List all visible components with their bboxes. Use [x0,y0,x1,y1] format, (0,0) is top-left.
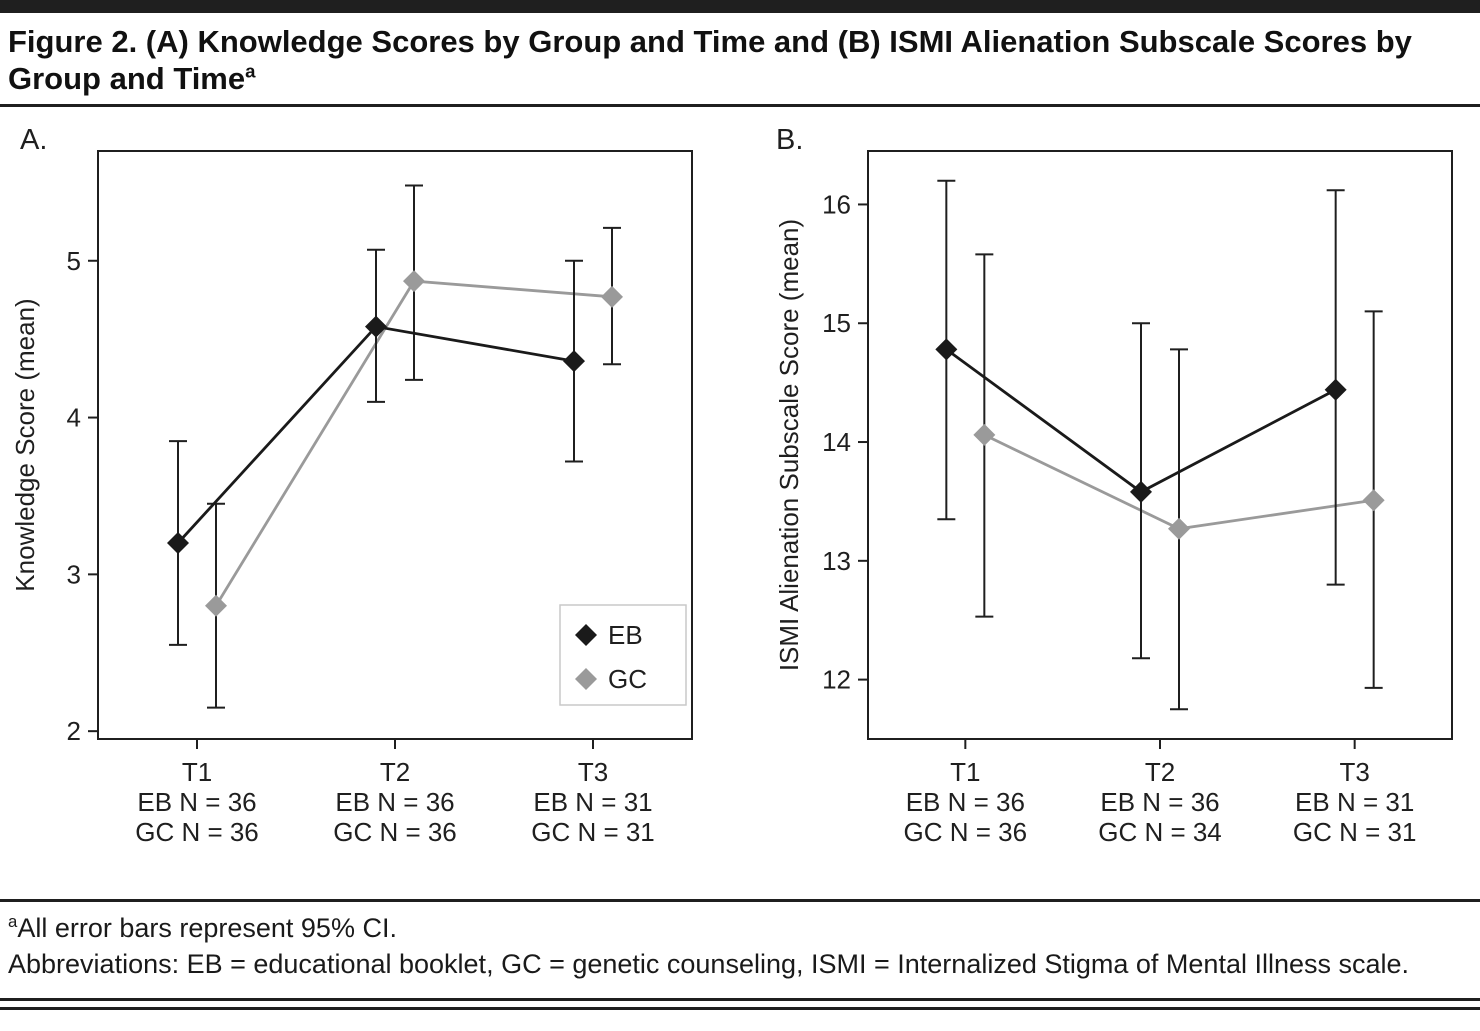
series-marker-eb [935,338,958,361]
bottom-rule-2 [0,1006,1480,1010]
figure-panels: A. 2 3 4 5 Knowledge Score (mean) T1 EB N = 36 G… [0,111,1480,861]
series-marker-eb [1130,481,1152,504]
figure-title-superscript: a [245,60,256,82]
y-tick-label: 3 [67,560,81,590]
title-rule [0,104,1480,108]
x-sublabel: GC N = 31 [531,817,655,847]
x-tick-label: T1 [182,757,212,787]
x-sublabel: EB N = 36 [906,787,1025,817]
y-tick-label: 2 [67,717,81,747]
x-tick-label: T3 [578,757,608,787]
y-tick-label: 13 [822,546,851,576]
x-sublabel: GC N = 34 [1098,817,1222,847]
x-sublabel: GC N = 36 [333,817,457,847]
y-tick-label: 4 [67,403,81,433]
x-sublabel: EB N = 36 [335,787,454,817]
series-marker-gc [601,286,623,309]
legend-label-gc: GC [608,664,647,694]
y-tick-label: 14 [822,427,851,457]
y-tick-label: 15 [822,309,851,339]
x-tick-label: T1 [950,757,980,787]
figure-title-text: Figure 2. (A) Knowledge Scores by Group … [8,24,1412,97]
y-tick-label: 5 [67,246,81,276]
bottom-rule-1 [0,997,1480,1001]
footnote-rule [0,899,1480,903]
legend-marker-eb [575,624,597,647]
legend-marker-gc [575,668,597,691]
x-tick-label: T3 [1339,757,1369,787]
x-tick-label: T2 [1145,757,1175,787]
y-tick-label: 16 [822,190,851,220]
series-marker-gc [403,270,425,293]
x-sublabel: GC N = 36 [904,817,1028,847]
series-marker-gc [1168,518,1190,541]
y-tick-label: 12 [822,665,851,695]
series-marker-eb [167,532,189,555]
x-sublabel: EB N = 36 [1100,787,1219,817]
top-rule-thick [0,0,1480,13]
series-marker-eb [365,315,387,338]
panel-b-ismi-chart: B. 12 13 14 15 16 ISMI Alienation Subscale Sco… [774,124,1453,847]
footnote-marker: a [8,912,18,932]
plot-border [867,150,1453,741]
footnote-ci-text: All error bars represent 95% CI. [17,913,397,944]
figure-header: Figure 2. (A) Knowledge Scores by Group … [0,0,1480,108]
series-marker-gc [1362,489,1385,512]
x-sublabel: EB N = 31 [533,787,652,817]
legend-label-eb: EB [608,620,643,650]
x-sublabel: EB N = 36 [137,787,256,817]
footnote-abbreviations: Abbreviations: EB = educational booklet,… [8,949,1410,980]
figure-footer: aAll error bars represent 95% CI. Abbrev… [0,899,1480,1010]
x-tick-label: T2 [380,757,410,787]
series-marker-gc [973,424,996,447]
series-marker-eb [1324,379,1347,402]
panel-label: A. [20,124,47,156]
x-sublabel: EB N = 31 [1295,787,1414,817]
series-marker-eb [563,350,585,373]
series-marker-gc [205,595,227,618]
figure-title: Figure 2. (A) Knowledge Scores by Group … [0,13,1480,104]
x-sublabel: GC N = 36 [135,817,259,847]
x-sublabel: GC N = 31 [1293,817,1417,847]
y-axis-title: Knowledge Score (mean) [10,299,40,592]
figure-page: Figure 2. (A) Knowledge Scores by Group … [0,0,1480,1010]
panel-label: B. [776,124,803,156]
legend-box [559,604,687,707]
y-axis-title: ISMI Alienation Subscale Score (mean) [774,219,804,671]
footnote-ci-note: aAll error bars represent 95% CI. [0,902,1480,944]
